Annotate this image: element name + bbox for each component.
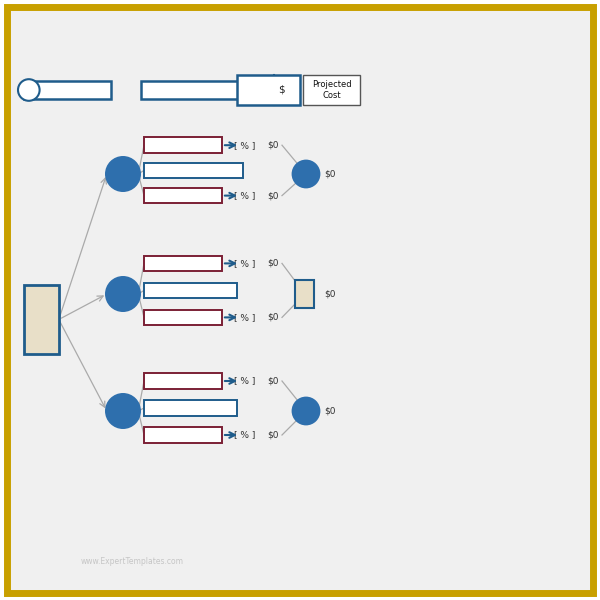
Text: Projected
Cost: Projected Cost (311, 80, 352, 100)
Bar (144, 256, 222, 271)
Bar (144, 283, 237, 298)
Text: $0: $0 (267, 259, 278, 268)
Bar (237, 75, 300, 105)
Text: [ % ]: [ % ] (234, 191, 256, 200)
Circle shape (105, 393, 141, 429)
Text: [ % ]: [ % ] (234, 259, 256, 268)
Text: $: $ (278, 85, 285, 95)
Bar (141, 81, 240, 99)
Bar (295, 280, 314, 308)
Bar (144, 163, 243, 178)
Circle shape (18, 79, 40, 101)
Bar (144, 373, 222, 389)
Text: [ % ]: [ % ] (234, 431, 256, 439)
Text: [ % ]: [ % ] (234, 313, 256, 322)
Text: $0: $0 (267, 140, 278, 149)
Text: $0: $0 (267, 313, 278, 322)
Bar (144, 427, 222, 443)
Circle shape (105, 156, 141, 192)
Text: [ % ]: [ % ] (234, 377, 256, 385)
Text: $0: $0 (324, 407, 335, 415)
Bar (24, 285, 59, 354)
Text: $0: $0 (267, 191, 278, 200)
FancyBboxPatch shape (7, 7, 593, 593)
Bar (144, 310, 222, 325)
Circle shape (292, 160, 320, 188)
Bar (144, 400, 237, 416)
Text: $0: $0 (267, 377, 278, 385)
Bar (24, 81, 111, 99)
Text: [ % ]: [ % ] (234, 140, 256, 149)
Bar (144, 137, 222, 153)
Bar (144, 188, 222, 203)
Bar (303, 75, 360, 105)
Text: $0: $0 (267, 431, 278, 439)
Circle shape (292, 397, 320, 425)
Circle shape (105, 276, 141, 312)
Text: www.ExpertTemplates.com: www.ExpertTemplates.com (80, 557, 184, 565)
Text: $0: $0 (324, 289, 335, 298)
Text: $0: $0 (324, 169, 335, 179)
